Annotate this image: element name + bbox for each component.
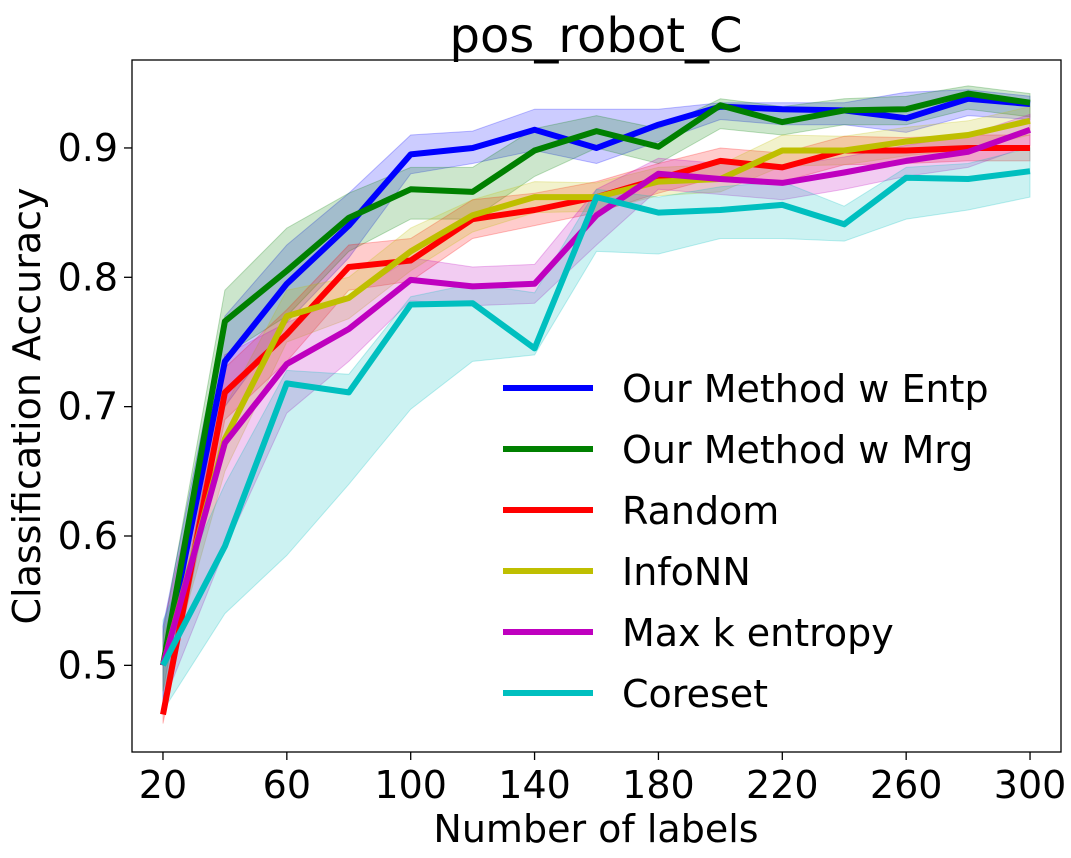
y-tick-label: 0.7 bbox=[58, 385, 118, 429]
series-line-6 bbox=[160, 168, 1031, 667]
legend: Our Method w Entp Our Method w Mrg Random I… bbox=[503, 367, 989, 716]
series-lines bbox=[160, 90, 1032, 716]
x-tick-label: 60 bbox=[263, 763, 311, 807]
series-line-2 bbox=[160, 90, 1031, 666]
legend-label: Max k entropy bbox=[622, 611, 894, 655]
band-4 bbox=[162, 105, 1031, 692]
legend-label: Our Method w Mrg bbox=[622, 428, 973, 472]
x-axis-title: Number of labels bbox=[433, 807, 758, 851]
legend-label: Coreset bbox=[622, 672, 768, 716]
y-axis: 0.5 0.6 0.7 0.8 0.9 bbox=[58, 126, 132, 687]
legend-label: InfoNN bbox=[622, 550, 751, 594]
chart-title: pos_robot_C bbox=[449, 8, 742, 64]
y-tick-label: 0.6 bbox=[58, 514, 118, 558]
series-line-1 bbox=[160, 95, 1031, 666]
x-tick-label: 220 bbox=[746, 763, 819, 807]
x-tick-label: 140 bbox=[498, 763, 571, 807]
x-tick-label: 300 bbox=[994, 763, 1067, 807]
x-tick-label: 180 bbox=[622, 763, 695, 807]
series-line-5 bbox=[160, 126, 1032, 667]
band-2 bbox=[162, 85, 1031, 692]
y-axis-title: Classification Accuracy bbox=[5, 188, 49, 625]
y-tick-label: 0.8 bbox=[58, 255, 118, 299]
x-tick-label: 260 bbox=[870, 763, 943, 807]
band-1 bbox=[162, 89, 1031, 705]
x-tick-label: 100 bbox=[374, 763, 447, 807]
y-tick-label: 0.5 bbox=[58, 643, 118, 687]
legend-label: Our Method w Entp bbox=[622, 367, 989, 411]
x-axis: 20 60 100 140 180 220 260 300 bbox=[139, 752, 1067, 807]
y-tick-label: 0.9 bbox=[58, 126, 118, 170]
x-tick-label: 20 bbox=[139, 763, 187, 807]
legend-label: Random bbox=[622, 489, 779, 533]
